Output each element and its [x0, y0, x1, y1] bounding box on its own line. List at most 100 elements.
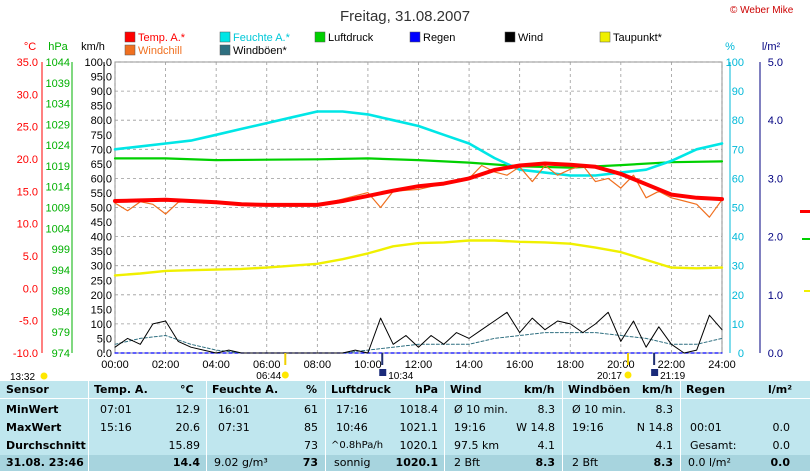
hdr-press: Luftdruck — [331, 383, 391, 396]
weather-chart: Freitag, 31.08.2007 © Weber Mike Temp. A… — [10, 5, 810, 381]
wind-tick: 95.0 — [91, 72, 112, 84]
time-tick: 04:00 — [202, 359, 230, 371]
humidity-tick: 100 — [726, 57, 744, 69]
wind-tick: 10.0 — [91, 319, 112, 331]
temp-unit-label: °C — [24, 41, 36, 53]
wind-tick: 0.0 — [97, 348, 112, 360]
hum-current: 73 — [302, 456, 318, 469]
humidity-tick: 70 — [732, 144, 744, 156]
rain-tick: 2.0 — [768, 232, 783, 244]
time-tick: 16:00 — [506, 359, 534, 371]
rain-r2-label: 00:01 — [690, 421, 722, 434]
wind-tick: 85.0 — [91, 101, 112, 113]
axis-units: °C hPa km/h% l/m² — [24, 41, 781, 53]
rain-tick: 0.0 — [768, 348, 783, 360]
press-trend: ^0.8hPa/h — [331, 440, 384, 451]
rain-tick: 3.0 — [768, 173, 783, 185]
wind-current: 8.3 — [535, 456, 556, 469]
footer-date: 31.08. 23:46 — [6, 456, 84, 469]
temp-min: 12.9 — [175, 403, 201, 416]
temp-max: 20.6 — [175, 421, 201, 434]
time-tick: 12:00 — [405, 359, 433, 371]
credit-link[interactable]: © Weber Mike — [730, 5, 794, 16]
gust-r1-value: 8.3 — [655, 403, 674, 416]
wind-r1-label: Ø 10 min. — [454, 403, 508, 416]
chart-legend: Temp. A.* Feuchte A.* Luftdruck Regen Wind Ta… — [124, 31, 663, 57]
gust-r2-label: 19:16 — [572, 421, 604, 434]
temp-tick: 35.0 — [17, 57, 38, 69]
moonset-label: 10:34 — [388, 371, 413, 381]
press-min: 1018.4 — [399, 403, 439, 416]
legend-label: Taupunkt* — [613, 32, 663, 44]
humidity-tick: 60 — [732, 173, 744, 185]
legend-label: Wind — [518, 32, 543, 44]
time-tick: 14:00 — [455, 359, 483, 371]
temp-tick: 15.0 — [17, 186, 38, 198]
time-markers: 06:44 20:17 10:34 21:19 13:32 — [10, 353, 686, 381]
press-current: 1020.1 — [395, 456, 438, 469]
hum-min-time: 16:01 — [218, 403, 250, 416]
pressure-tick: 974 — [52, 348, 70, 360]
time-tick: 00:00 — [101, 359, 129, 371]
rain-tick: 4.0 — [768, 115, 783, 127]
hum-absolute: 9.02 g/m³ — [214, 456, 268, 469]
edge-marker-temp — [800, 210, 810, 213]
temp-tick: -10.0 — [13, 348, 38, 360]
wind-tick: 15.0 — [91, 304, 112, 316]
humidity-tick: 20 — [732, 290, 744, 302]
temp-tick: 0.0 — [23, 283, 38, 295]
legend-swatch — [219, 44, 231, 56]
temp-max-time: 15:16 — [100, 421, 132, 434]
press-condition: sonnig — [334, 456, 371, 469]
hdr-hum-unit: % — [306, 383, 318, 396]
sun-icon — [624, 371, 632, 379]
humidity-tick: 90 — [732, 86, 744, 98]
wind-tick: 70.0 — [91, 144, 112, 156]
pressure-tick: 999 — [52, 244, 70, 256]
pressure-tick: 989 — [52, 286, 70, 298]
pressure-tick: 1009 — [46, 203, 70, 215]
gust-r1-label: Ø 10 min. — [572, 403, 626, 416]
legend-label: Regen — [423, 32, 455, 44]
chart-title: Freitag, 31.08.2007 — [340, 8, 470, 25]
pressure-tick: 984 — [52, 306, 70, 318]
legend-swatch — [314, 31, 326, 43]
wind-tick: 40.0 — [91, 232, 112, 244]
row-label-max: MaxWert — [6, 421, 62, 434]
temp-avg: 15.89 — [168, 439, 201, 452]
hdr-hum: Feuchte A. — [212, 383, 279, 396]
wind-r1-value: 8.3 — [537, 403, 556, 416]
legend-label: Luftdruck — [328, 32, 374, 44]
rain-current-label: 0.0 l/m² — [688, 456, 731, 469]
pressure-tick: 1039 — [46, 78, 70, 90]
pressure-tick: 1034 — [46, 99, 70, 111]
dewpoint-line — [113, 239, 724, 277]
humidity-tick: 30 — [732, 261, 744, 273]
hum-max-time: 07:31 — [218, 421, 250, 434]
temp-tick: 20.0 — [17, 154, 38, 166]
pressure-tick: 1024 — [46, 140, 70, 152]
legend-label: Windböen* — [233, 45, 288, 57]
hdr-sensor: Sensor — [6, 383, 49, 396]
wind-bft: 2 Bft — [454, 456, 481, 469]
row-label-min: MinWert — [6, 403, 59, 416]
moon-icon — [379, 369, 387, 376]
gust-line — [114, 332, 723, 354]
wind-tick: 30.0 — [91, 261, 112, 273]
hdr-temp-unit: °C — [180, 383, 194, 396]
hdr-gust: Windböen — [568, 383, 631, 396]
hdr-temp: Temp. A. — [94, 383, 148, 396]
pressure-tick: 979 — [52, 327, 70, 339]
gust-bft: 2 Bft — [572, 456, 599, 469]
axis-ticks: 35.0 30.0 25.0 20.0 15.0 10.0 5.0 0.0 -5.0 -10.0 1… — [13, 57, 783, 371]
sun-icon — [40, 372, 48, 380]
wind-tick: 100.0 — [84, 57, 112, 69]
temp-tick: 5.0 — [23, 251, 38, 263]
rain-tick: 5.0 — [768, 57, 783, 69]
temperature-line — [113, 161, 724, 207]
legend-swatch — [599, 31, 611, 43]
wind-unit-label: km/h — [81, 41, 105, 53]
humidity-unit-label: % — [725, 41, 735, 53]
humidity-tick: 0 — [738, 348, 744, 360]
pressure-tick: 1044 — [46, 57, 70, 69]
